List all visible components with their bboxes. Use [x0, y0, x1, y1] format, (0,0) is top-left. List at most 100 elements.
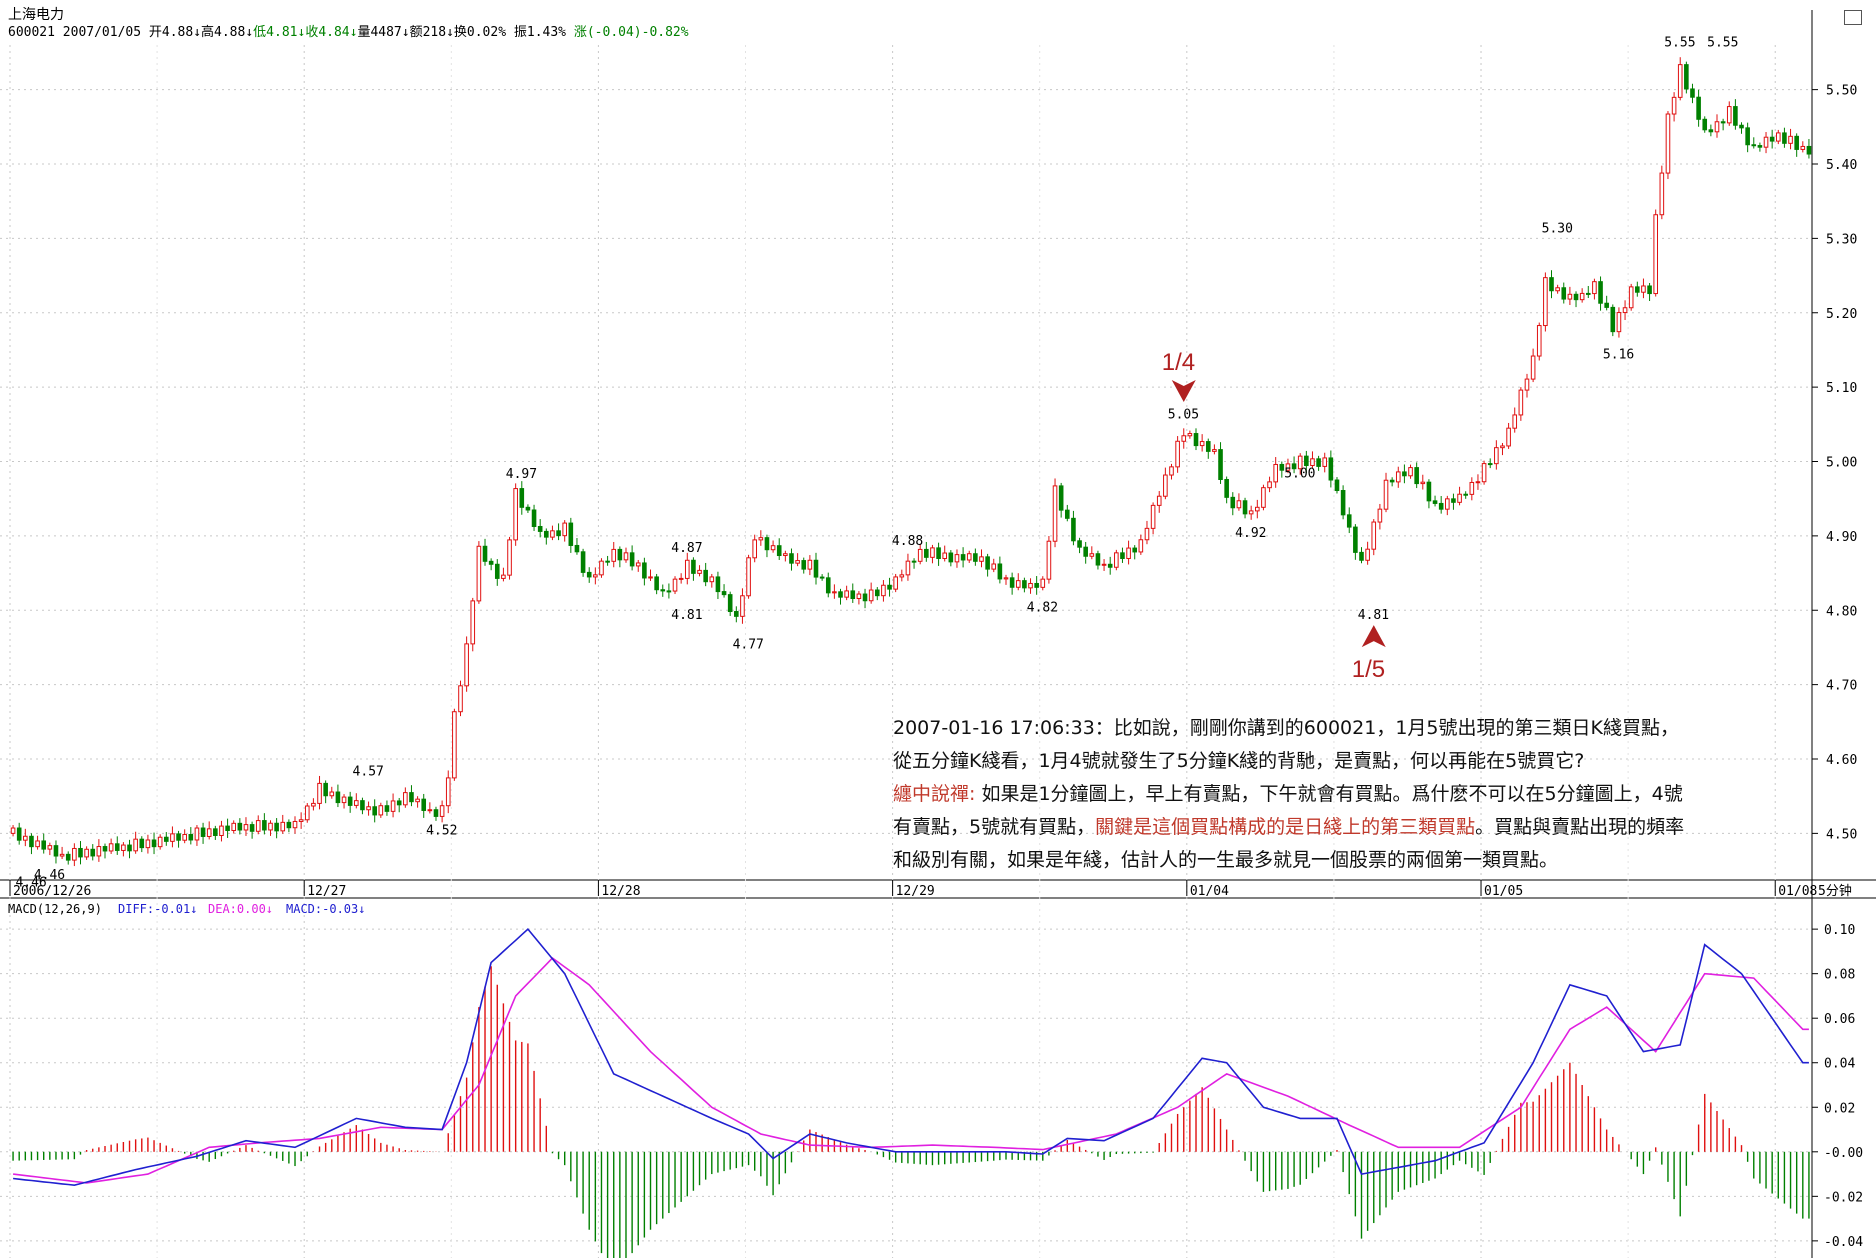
candle-body	[911, 560, 917, 563]
candle-body	[1377, 508, 1383, 523]
candle-body	[482, 545, 488, 562]
price-label: 5.30	[1542, 221, 1573, 236]
note-highlight: 關鍵是這個買點構成的是日綫上的第三類買點	[1095, 816, 1476, 838]
date-label: 12/29	[896, 884, 935, 899]
candle-body	[825, 577, 831, 594]
note-line-1: 2007-01-16 17:06:33：比如說，剛剛你講到的600021，1月5…	[893, 717, 1679, 739]
candle-body	[1775, 132, 1781, 142]
candle-body	[605, 560, 610, 563]
macd-tick-label: -0.04	[1824, 1235, 1863, 1250]
marker-label: 1/5	[1352, 656, 1385, 683]
macd-dea-value: DEA:0.00↓	[208, 902, 273, 916]
note-line-4: 有賣點，5號就有買點，關鍵是這個買點構成的是日綫上的第三類買點。買點與賣點出現的…	[893, 816, 1685, 838]
macd-tick-label: -0.00	[1824, 1146, 1863, 1161]
candle-body	[1696, 96, 1701, 120]
macd-tick-label: 0.04	[1824, 1057, 1855, 1072]
candle-body	[727, 594, 733, 613]
candle-body	[562, 522, 567, 537]
candle-body	[59, 853, 65, 857]
price-label: 4.82	[1027, 600, 1058, 615]
candle-body	[556, 530, 561, 537]
price-label: 4.97	[506, 467, 537, 482]
candle-body	[764, 537, 770, 551]
candle-body	[84, 848, 89, 858]
candle-body	[65, 853, 71, 861]
candle-body	[580, 551, 586, 573]
candle-body	[905, 560, 911, 576]
candle-body	[72, 847, 77, 861]
candle-body	[151, 839, 157, 848]
candle-body	[1702, 118, 1708, 131]
candle-body	[1628, 286, 1634, 309]
candle-body	[1604, 302, 1609, 308]
candle-body	[1518, 389, 1524, 416]
price-label: 4.77	[733, 638, 764, 653]
open-value: 开4.88	[148, 25, 194, 40]
candle-body	[494, 563, 500, 579]
candle-body	[1181, 435, 1187, 442]
candle-body	[384, 805, 390, 812]
annotation-note: 2007-01-16 17:06:33：比如說，剛剛你講到的600021，1月5…	[893, 712, 1823, 877]
candle-body	[544, 530, 549, 538]
candle-body	[108, 843, 114, 852]
candle-body	[347, 796, 353, 806]
candle-body	[1071, 517, 1076, 542]
candle-body	[611, 548, 617, 562]
candle-body	[746, 557, 751, 597]
price-label: 4.92	[1235, 526, 1266, 541]
price-label: 4.88	[892, 534, 923, 549]
candle-body	[979, 556, 984, 562]
candle-body	[1800, 145, 1806, 150]
candle-body	[237, 822, 243, 831]
candle-body	[188, 834, 194, 841]
candle-body	[1690, 88, 1695, 98]
candle-body	[1310, 458, 1315, 467]
candle-body	[1193, 433, 1199, 447]
candle-body	[654, 576, 659, 591]
period-label: 5分钟	[1818, 883, 1852, 899]
candle-body	[1334, 479, 1340, 492]
candle-body	[1163, 474, 1168, 497]
candle-body	[231, 822, 237, 832]
code-date: 600021 2007/01/05	[8, 25, 142, 40]
candle-body	[157, 836, 163, 848]
candle-body	[1242, 500, 1248, 515]
high-value: 高4.88	[201, 25, 246, 40]
candle-body	[1009, 577, 1015, 588]
candle-body	[1028, 582, 1033, 589]
candle-body	[1297, 455, 1303, 470]
candle-body	[997, 563, 1003, 580]
candle-body	[366, 806, 371, 811]
candle-body	[899, 574, 905, 578]
candle-body	[1494, 447, 1499, 465]
candle-body	[390, 800, 396, 812]
candle-body	[513, 488, 518, 541]
candle-body	[427, 809, 433, 812]
candle-body	[574, 544, 580, 553]
price-tick-label: 5.00	[1826, 456, 1857, 471]
candle-body	[452, 711, 457, 779]
price-label: 4.57	[353, 764, 384, 779]
candle-body	[439, 805, 445, 817]
candle-body	[1304, 455, 1309, 467]
candle-body	[917, 548, 923, 562]
candle-body	[1543, 277, 1548, 327]
candle-body	[519, 488, 525, 508]
candle-body	[121, 844, 126, 851]
candle-body	[41, 840, 47, 850]
candle-body	[1622, 307, 1628, 314]
candle-body	[501, 574, 506, 579]
price-label: 5.55	[1707, 35, 1738, 50]
candle-body	[703, 569, 708, 583]
candle-body	[488, 560, 494, 565]
candle-body	[458, 685, 463, 713]
price-tick-label: 4.70	[1826, 679, 1857, 694]
candle-body	[1414, 467, 1419, 485]
candle-body	[1438, 502, 1444, 510]
up-arrow-icon	[1361, 625, 1386, 648]
candle-body	[176, 833, 181, 841]
candle-body	[789, 553, 794, 564]
candle-body	[1058, 485, 1064, 511]
maximize-icon[interactable]	[1844, 10, 1862, 25]
candle-body	[464, 643, 469, 687]
